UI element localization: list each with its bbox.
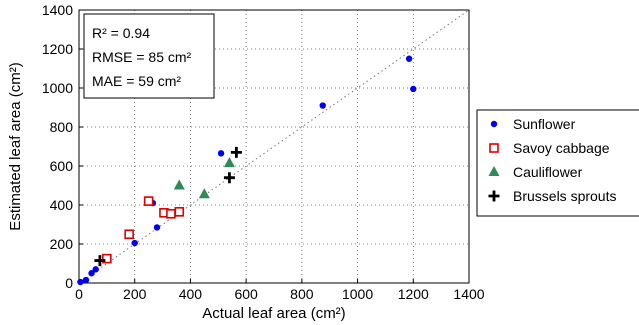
- x-tick-label: 800: [290, 286, 314, 302]
- legend-label-cauliflower: Cauliflower: [513, 164, 583, 180]
- plot-area: [78, 9, 470, 284]
- stat-r-squared: R² = 0.94: [92, 25, 150, 41]
- cauliflower-point: [173, 179, 185, 190]
- stat-mae: MAE = 59 cm²: [92, 73, 181, 89]
- x-tick-label: 1200: [398, 286, 429, 302]
- y-tick-label: 1200: [42, 41, 73, 57]
- legend-frame: [476, 109, 639, 217]
- x-tick-label: 1400: [453, 286, 484, 302]
- sunflower-point: [405, 55, 413, 62]
- y-tick-label: 1400: [42, 2, 73, 18]
- x-tick-label: 200: [123, 286, 147, 302]
- one-to-one-line: [78, 9, 470, 284]
- y-tick-label: 400: [50, 197, 74, 213]
- stats-box: R² = 0.94 RMSE = 85 cm² MAE = 59 cm²: [83, 13, 215, 99]
- y-tick-label: 200: [50, 236, 74, 252]
- sunflower-point: [153, 224, 161, 231]
- savoy-cabbage-point: [166, 208, 176, 219]
- stats-box-frame: [83, 13, 215, 99]
- sunflower-point: [92, 266, 99, 273]
- savoy-cabbage-point: [124, 229, 134, 240]
- sunflower-point: [82, 276, 90, 284]
- sunflower-point: [88, 270, 95, 277]
- legend-marker-brussels-sprouts: [488, 190, 500, 202]
- stat-rmse: RMSE = 85 cm²: [92, 49, 192, 65]
- legend: Sunflower Savoy cabbage Cauliflower Brussel…: [476, 109, 639, 217]
- legend-marker-sunflower: [490, 120, 498, 128]
- sunflower-point: [77, 278, 84, 286]
- brussels-sprouts-point: [223, 172, 235, 184]
- x-axis-label: Actual leaf area (cm²): [202, 305, 345, 322]
- x-tick-label: 400: [179, 286, 203, 302]
- data-points: [77, 55, 417, 286]
- sunflower-point: [410, 85, 417, 93]
- legend-marker-savoy-cabbage: [489, 143, 499, 153]
- brussels-sprouts-point: [94, 255, 106, 267]
- sunflower-point: [131, 239, 138, 247]
- cauliflower-point: [223, 157, 235, 168]
- axis-ticks: 0 200 400 600 800 1000 1200 1400 0 200 400 600 800 10…: [42, 2, 485, 302]
- y-tick-label: 600: [50, 158, 74, 174]
- legend-label-brussels-sprouts: Brussels sprouts: [513, 188, 616, 204]
- sunflower-point: [217, 150, 225, 157]
- legend-marker-cauliflower: [488, 166, 500, 176]
- x-tick-label: 1000: [342, 286, 373, 302]
- sunflower-point: [319, 102, 326, 109]
- y-tick-label: 1000: [42, 80, 73, 96]
- y-axis-label: Estimated leaf area (cm²): [7, 62, 24, 230]
- y-tick-label: 800: [50, 119, 74, 135]
- y-tick-label: 0: [65, 275, 73, 291]
- savoy-cabbage-point: [174, 207, 185, 217]
- x-tick-label: 600: [234, 286, 258, 302]
- savoy-cabbage-point: [102, 253, 112, 264]
- cauliflower-point: [198, 188, 210, 199]
- brussels-sprouts-point: [230, 146, 242, 158]
- x-tick-label: 0: [75, 286, 83, 302]
- legend-label-sunflower: Sunflower: [513, 116, 576, 132]
- legend-label-savoy-cabbage: Savoy cabbage: [513, 140, 610, 156]
- savoy-cabbage-point: [143, 196, 154, 206]
